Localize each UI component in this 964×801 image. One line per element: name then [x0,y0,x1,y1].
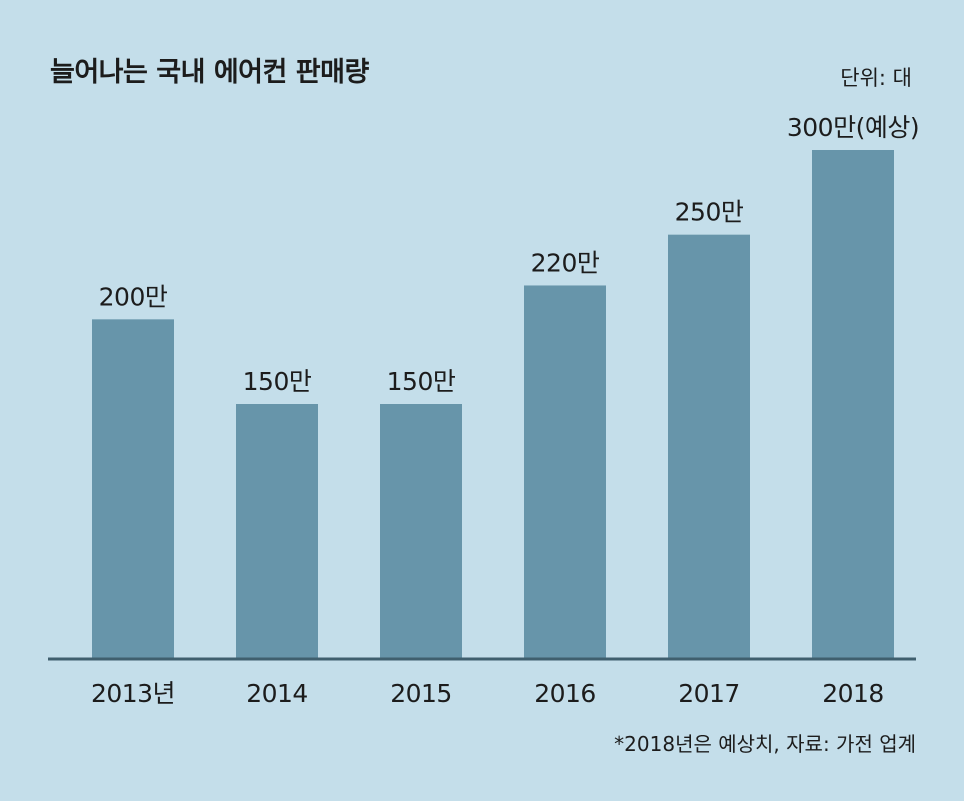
x-tick-label-2013년: 2013년 [91,679,175,708]
data-label-2015: 150만 [387,367,456,396]
bar-2015 [380,404,462,658]
x-tick-label-2015: 2015 [390,679,452,708]
data-label-2013년: 200만 [99,282,168,311]
bar-2016 [524,285,606,658]
bar-2014 [236,404,318,658]
data-label-2014: 150만 [243,367,312,396]
bar-2013년 [92,319,174,658]
data-label-2017: 250만 [675,198,744,227]
data-label-2018: 300만(예상) [787,113,919,142]
bar-2018 [812,150,894,658]
source-note: *2018년은 예상치, 자료: 가전 업계 [614,732,916,756]
bar-2017 [668,234,750,658]
chart-title: 늘어나는 국내 에어컨 판매량 [50,57,369,88]
x-tick-label-2017: 2017 [678,679,740,708]
x-tick-label-2014: 2014 [246,679,308,708]
data-label-2016: 220만 [531,248,600,277]
x-tick-label-2016: 2016 [534,679,596,708]
x-tick-label-2018: 2018 [822,679,884,708]
unit-label: 단위: 대 [840,66,912,90]
